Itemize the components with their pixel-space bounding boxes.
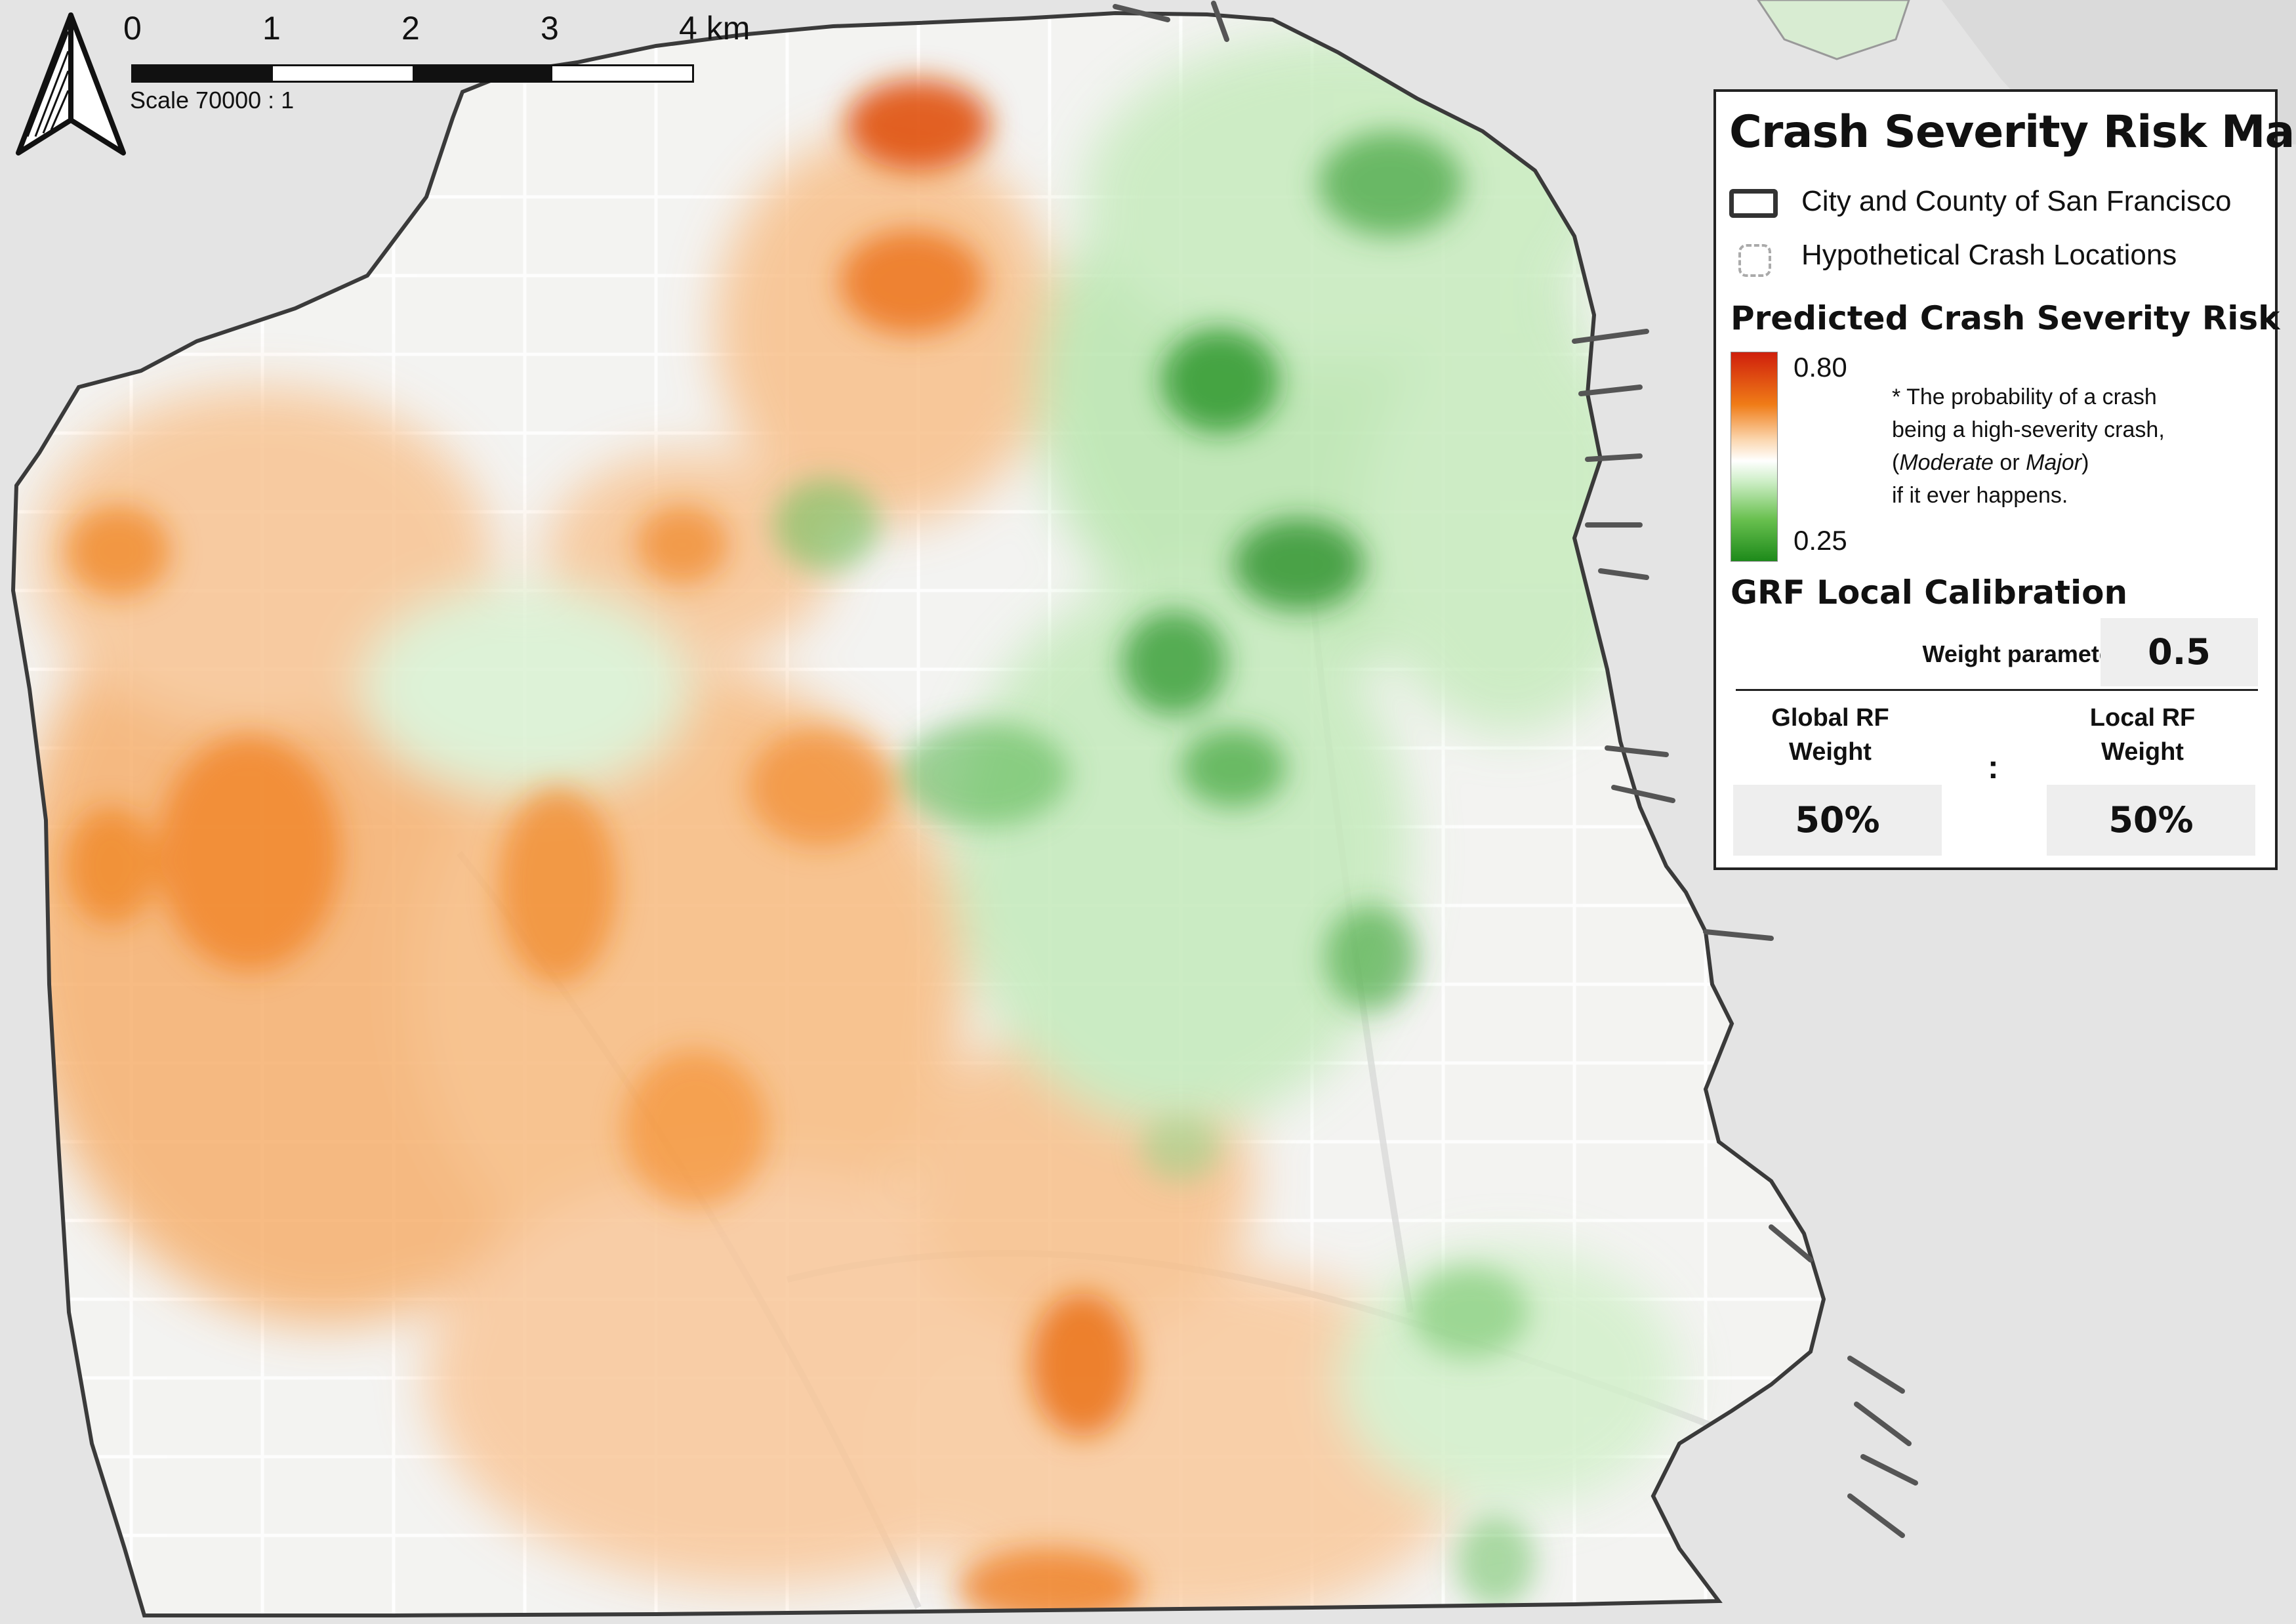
note-line: (Moderate or Major) [1892, 450, 2089, 475]
legend-panel: Crash Severity Risk Map City and County … [1713, 89, 2296, 870]
note-line: if it ever happens. [1892, 483, 2068, 508]
scale-tick-1: 1 [262, 10, 281, 47]
local-weight-label: Local RF Weight [2089, 704, 2196, 766]
scale-tick-0: 0 [123, 10, 142, 47]
calibration-heading: GRF Local Calibration [1731, 573, 2128, 612]
note-moderate: Moderate [1899, 450, 1994, 475]
scale-tick-3: 3 [541, 10, 559, 47]
scale-tick-4: 4 km [679, 10, 750, 47]
note-line: being a high-severity crash, [1892, 417, 2165, 442]
dashed-point-swatch-icon [1738, 244, 1771, 277]
global-weight-label: Global RF Weight [1771, 704, 1889, 766]
note-line: * The probability of a crash [1892, 385, 2157, 409]
local-weight-value: 50% [2047, 785, 2255, 856]
scale-text: Scale 70000 : 1 [130, 87, 295, 114]
risk-color-ramp [1731, 352, 1778, 562]
legend-divider [1736, 689, 2258, 691]
boundary-swatch-icon [1729, 189, 1778, 218]
ramp-min-label: 0.25 [1794, 525, 1847, 556]
weight-param-value[interactable]: 0.5 [2101, 618, 2258, 686]
scale-segment [413, 66, 552, 81]
scale-tick-2: 2 [401, 10, 420, 47]
risk-heading: Predicted Crash Severity Risk [1731, 299, 2280, 337]
ratio-separator: : [1988, 749, 1999, 785]
scale-bar: 0 1 2 3 4 km Scale 70000 : 1 [118, 7, 761, 125]
risk-note: * The probability of a crash being a hig… [1892, 381, 2259, 512]
legend-title: Crash Severity Risk Map [1729, 106, 2296, 158]
scale-segment [133, 66, 273, 81]
global-weight-value: 50% [1733, 785, 1942, 856]
ramp-max-label: 0.80 [1794, 352, 1847, 383]
scale-track [131, 64, 694, 83]
legend-item-crash-points: Hypothetical Crash Locations [1801, 239, 2177, 271]
note-major: Major [2026, 450, 2082, 475]
legend-item-boundary: City and County of San Francisco [1801, 185, 2232, 217]
north-arrow-icon [16, 12, 126, 156]
